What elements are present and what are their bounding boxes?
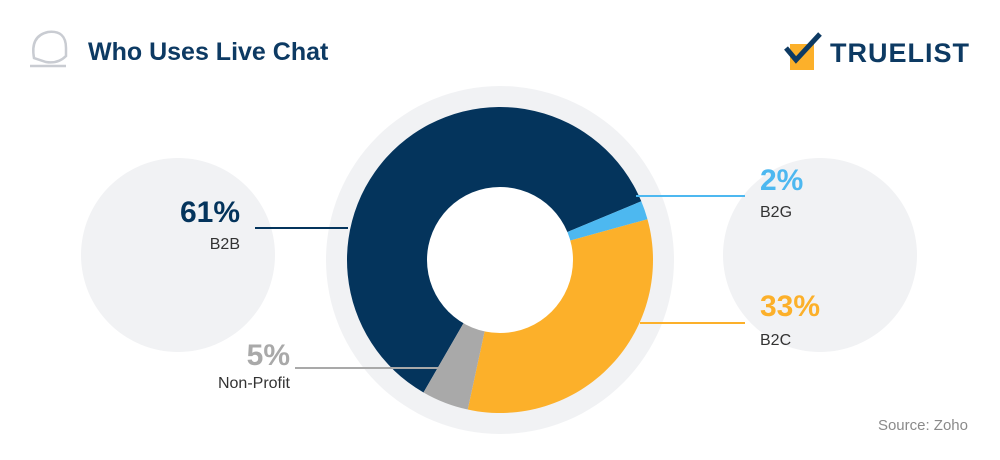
brand-icon xyxy=(784,32,822,70)
donut-hole xyxy=(427,187,573,333)
brand-logo: TRUELIST xyxy=(830,38,970,68)
title-icon xyxy=(30,30,68,68)
side-circle xyxy=(81,158,275,352)
side-circle xyxy=(723,158,917,352)
value-label: 5% xyxy=(247,339,290,372)
category-label: B2G xyxy=(760,204,792,221)
source: Source: Zoho xyxy=(878,417,968,434)
category-label: B2B xyxy=(210,236,240,253)
chart-title: Who Uses Live Chat xyxy=(88,38,329,66)
value-label: 61% xyxy=(180,196,240,229)
category-label: Non-Profit xyxy=(218,375,291,392)
value-label: 33% xyxy=(760,290,820,323)
value-label: 2% xyxy=(760,164,803,197)
category-label: B2C xyxy=(760,332,791,349)
